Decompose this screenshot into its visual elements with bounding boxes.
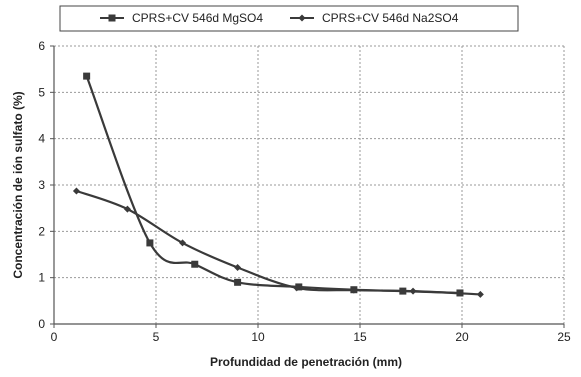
- series-2-point: [72, 187, 80, 195]
- y-tick-label: 0: [38, 317, 45, 331]
- series-2-point: [179, 239, 187, 247]
- series-2-point: [350, 286, 358, 294]
- x-axis-title: Profundidad de penetración (mm): [210, 355, 402, 369]
- legend-label: CPRS+CV 546d MgSO4: [132, 11, 263, 25]
- legend-box: [59, 5, 519, 32]
- legend-swatch-marker: [108, 14, 116, 22]
- y-tick-label: 6: [38, 39, 45, 53]
- series-2: [72, 187, 484, 298]
- y-axis-title: Concentración de ión sulfato (%): [11, 91, 25, 278]
- series-1-point: [146, 239, 154, 247]
- x-tick-label: 10: [251, 330, 265, 344]
- x-tick-label: 25: [557, 330, 571, 344]
- series-1-point: [191, 260, 199, 268]
- legend: CPRS+CV 546d MgSO4 CPRS+CV 546d Na2SO4: [59, 5, 519, 32]
- grid-lines: [54, 45, 565, 324]
- y-tick-label: 1: [38, 271, 45, 285]
- series-2-point: [476, 290, 484, 298]
- x-tick-label: 5: [153, 330, 160, 344]
- series-1-point: [234, 278, 242, 286]
- y-tick-label: 5: [38, 85, 45, 99]
- legend-swatch-marker: [298, 14, 306, 22]
- y-tick-label: 2: [38, 224, 45, 238]
- series-2-point: [293, 284, 301, 292]
- y-tick-label: 4: [38, 132, 45, 146]
- series-2-point: [234, 263, 242, 271]
- series-1-point: [83, 72, 91, 80]
- x-tick-label: 0: [51, 330, 58, 344]
- series-2-point: [123, 205, 131, 213]
- x-tick-label: 20: [455, 330, 469, 344]
- axes: [50, 45, 565, 328]
- legend-label: CPRS+CV 546d Na2SO4: [322, 11, 459, 25]
- x-tick-label: 15: [353, 330, 367, 344]
- series-2-line: [76, 189, 481, 296]
- tick-labels: 0 5 10 15 20 25 0 1 2 3 4 5 6: [38, 39, 571, 344]
- series-2-point: [409, 287, 417, 295]
- y-tick-label: 3: [38, 178, 45, 192]
- series-lines: [72, 72, 484, 298]
